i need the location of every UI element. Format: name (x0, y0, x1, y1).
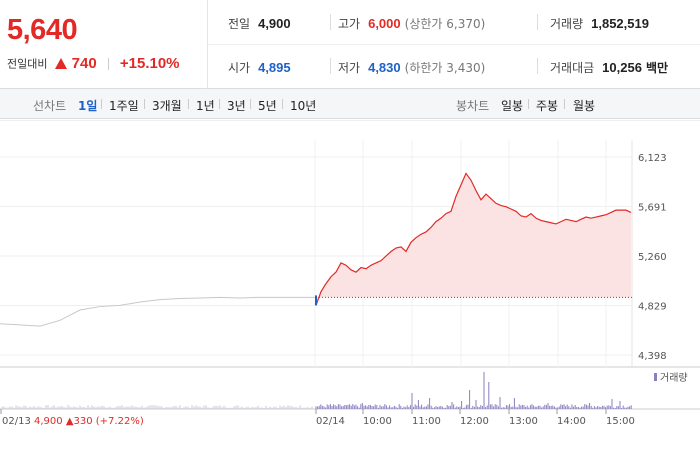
low-price: 저가 4,830 (하한가 3,430) (338, 59, 485, 76)
x-tick-label: 02/13 (2, 416, 31, 427)
upper-limit: (상한가 6,370) (404, 17, 486, 31)
volume: 거래량 1,852,519 (550, 15, 649, 32)
y-tick-label: 4,398 (638, 351, 667, 362)
change-rate: +15.10% (119, 55, 180, 72)
prev-close-value: 4,900 (258, 16, 291, 31)
x-tick-label: 10:00 (363, 416, 392, 427)
change-label: 전일대비 (7, 57, 48, 71)
x-tick-label: 02/14 (316, 416, 345, 427)
divider (208, 44, 700, 45)
low-value: 4,830 (368, 60, 401, 75)
y-tick-label: 6,123 (638, 153, 667, 164)
divider (537, 58, 538, 74)
period-3m-button[interactable]: 3개월 (152, 99, 182, 113)
change-amount: 740 (71, 55, 97, 72)
divider (537, 14, 538, 30)
today-series (315, 172, 632, 306)
price-summary: 5,640 전일대비 740 +15.10% (0, 0, 208, 89)
prev-day-series (0, 296, 315, 327)
y-axis: 6,123 5,691 5,260 4,829 4,398 (638, 153, 667, 362)
up-arrow-icon: ▲ (66, 416, 74, 427)
amount-value: 10,256 (602, 60, 642, 75)
open-value: 4,895 (258, 60, 291, 75)
period-toolbar: 선차트 1일 1주일 3개월 1년 3년 5년 10년 봉차트 일봉 주봉 월봉 (0, 89, 700, 119)
prev-day-rate: (+7.22%) (96, 416, 144, 427)
divider (528, 99, 529, 109)
divider (330, 58, 331, 74)
x-tick-label: 11:00 (412, 416, 441, 427)
candle-daily-button[interactable]: 일봉 (501, 99, 524, 113)
low-label: 저가 (338, 61, 361, 75)
divider (330, 14, 331, 30)
period-1y-button[interactable]: 1년 (196, 99, 215, 113)
prev-close-label: 전일 (228, 17, 251, 31)
period-10y-button[interactable]: 10년 (290, 99, 317, 113)
divider (101, 99, 102, 109)
divider (107, 57, 109, 70)
x-tick-label: 13:00 (509, 416, 538, 427)
divider (564, 99, 565, 109)
lower-limit: (하한가 3,430) (404, 61, 486, 75)
trade-amount: 거래대금 10,256 백만 (550, 59, 668, 76)
x-tick-label: 14:00 (557, 416, 586, 427)
divider (144, 99, 145, 109)
x-axis: 02/13 02/14 10:00 11:00 12:00 13:00 14:00 15:00… (0, 409, 635, 427)
open-label: 시가 (228, 61, 251, 75)
prev-close: 전일 4,900 (228, 15, 291, 32)
period-1d-button[interactable]: 1일 (78, 99, 98, 113)
up-arrow-icon (54, 58, 67, 69)
high-price: 고가 6,000 (상한가 6,370) (338, 15, 485, 32)
quote-panel: 5,640 전일대비 740 +15.10% 전일 4,900 고가 6,000 (상… (0, 0, 700, 89)
candle-monthly-button[interactable]: 월봉 (573, 99, 596, 113)
period-1w-button[interactable]: 1주일 (109, 99, 139, 113)
x-tick-label: 12:00 (460, 416, 489, 427)
current-price: 5,640 (7, 14, 78, 46)
period-3y-button[interactable]: 3년 (227, 99, 246, 113)
candle-chart-label: 봉차트 (456, 99, 490, 113)
intraday-price-chart: 6,123 5,691 5,260 4,829 4,398 거래량 02/13 02/14… (0, 120, 700, 427)
prev-day-change: 330 (74, 416, 96, 427)
high-label: 고가 (338, 17, 361, 31)
prev-day-line (0, 296, 315, 327)
change-row: 전일대비 740 +15.10% (7, 53, 180, 72)
volume-legend-swatch (654, 373, 657, 381)
prev-day-close: 4,900 (34, 416, 66, 427)
period-5y-button[interactable]: 5년 (258, 99, 277, 113)
high-value: 6,000 (368, 16, 401, 31)
divider (188, 99, 189, 109)
open-price: 시가 4,895 (228, 59, 291, 76)
divider (219, 99, 220, 109)
y-tick-label: 5,691 (638, 203, 667, 214)
amount-unit: 백만 (645, 61, 669, 75)
y-tick-label: 4,829 (638, 302, 667, 313)
divider (282, 99, 283, 109)
prev-day-summary: 4,900 ▲330 (+7.22%) (34, 416, 144, 427)
amount-label: 거래대금 (550, 61, 595, 75)
candle-weekly-button[interactable]: 주봉 (536, 99, 559, 113)
y-tick-label: 5,260 (638, 252, 667, 263)
line-chart-label: 선차트 (33, 99, 67, 113)
x-tick-label: 15:00 (606, 416, 635, 427)
today-area (316, 173, 631, 306)
volume-label: 거래량 (550, 17, 584, 31)
volume-panel: 거래량 (0, 372, 700, 410)
volume-legend-label: 거래량 (660, 372, 688, 384)
divider (250, 99, 251, 109)
today-line (315, 172, 632, 306)
volume-value: 1,852,519 (591, 16, 649, 31)
